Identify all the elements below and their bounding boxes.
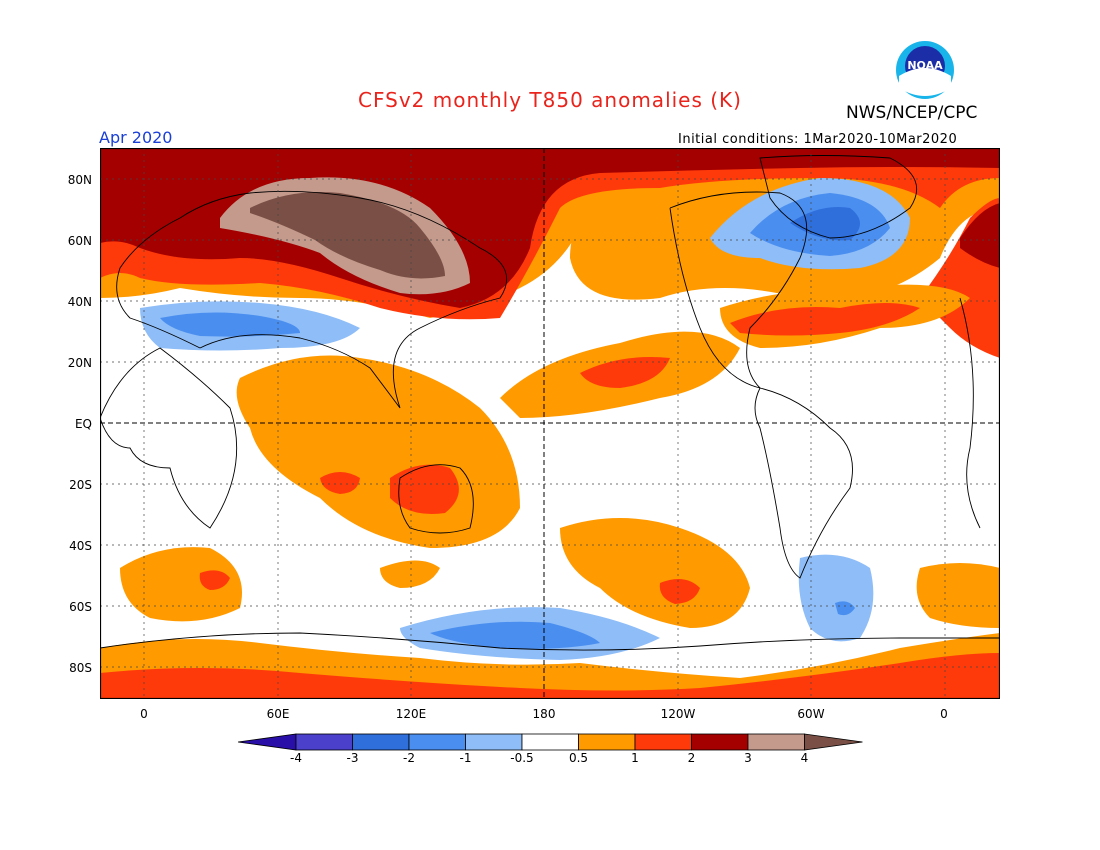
lat-label: 20N [67,356,92,370]
agency-label: NWS/NCEP/CPC [846,103,978,123]
lat-label: 60N [67,234,92,248]
colorbar-segment [295,733,353,751]
colorbar-segment [747,733,805,751]
colorbar-tick-label: -3 [346,751,359,765]
lat-label: 40N [67,295,92,309]
lon-label: 60W [797,707,825,721]
lon-label: 60E [266,707,290,721]
anomaly-map [100,148,1000,699]
colorbar-segment [691,733,749,751]
colorbar-segment [634,733,692,751]
colorbar-tick-label: -2 [403,751,415,765]
colorbar-tick-label: 0.5 [568,751,589,765]
colorbar-segment [521,733,579,751]
noaa-logo: NOAA [895,40,955,100]
logo-text: NOAA [907,59,943,72]
lat-label: EQ [74,417,92,431]
lat-label: 20S [69,478,92,492]
chart-title: CFSv2 monthly T850 anomalies (K) [358,88,742,112]
colorbar-cap-high [804,733,863,751]
lat-label: 40S [69,539,92,553]
coastlines [100,155,1000,651]
colorbar [238,733,863,751]
colorbar-segment [578,733,636,751]
colorbar-tick-label: -4 [290,751,302,765]
colorbar-tick-label: -0.5 [510,751,534,765]
colorbar-tick-label: 2 [687,751,696,765]
colorbar-segment [352,733,410,751]
graticule [100,148,1000,699]
colorbar-tick-label: 3 [744,751,752,765]
colorbar-tick-label: -1 [459,751,472,765]
colorbar-segment [408,733,466,751]
colorbar-tick-label: 4 [800,751,809,765]
lat-label: 80N [67,173,92,187]
lon-label: 120W [660,707,696,721]
colorbar-tick-label: 1 [631,751,639,765]
colorbar-segment [465,733,523,751]
lon-label: 180 [532,707,556,721]
map-frame [100,148,1000,699]
initial-conditions: Initial conditions: 1Mar2020-10Mar2020 [678,132,958,147]
warm-anomaly-brown [250,192,445,279]
valid-month: Apr 2020 [99,128,173,147]
equator-dateline [100,148,1000,699]
lon-label: 0 [940,707,948,721]
lat-label: 80S [69,661,92,675]
lat-label: 60S [69,600,92,614]
lon-label: 0 [140,707,148,721]
lon-label: 120E [395,707,427,721]
colorbar-cap-low [238,733,297,751]
